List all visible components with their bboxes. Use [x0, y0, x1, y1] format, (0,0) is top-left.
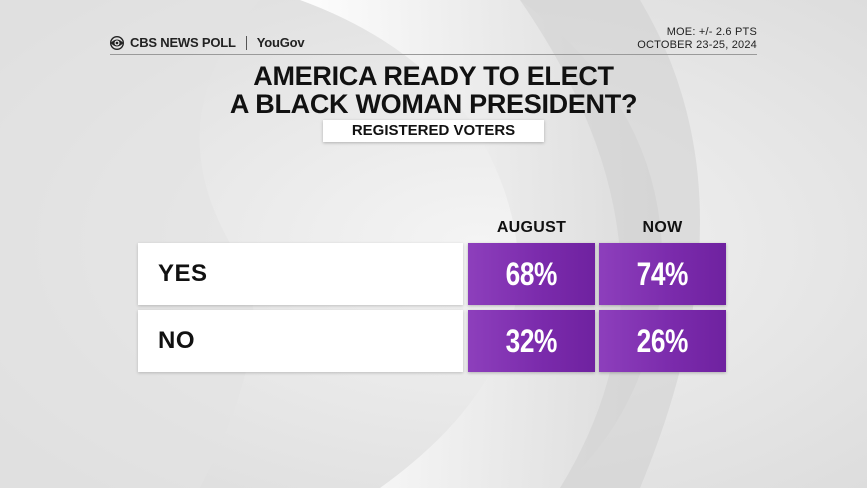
column-header-august: AUGUST	[496, 219, 567, 236]
value-yes-now: 74%	[636, 255, 689, 292]
cell-yes-now: 74%	[599, 243, 726, 305]
brand-name: CBS NEWS POLL	[130, 35, 236, 50]
value-no-now: 26%	[636, 322, 689, 359]
poll-info: MOE: +/- 2.6 PTS OCTOBER 23-25, 2024	[637, 26, 757, 52]
cell-no-august: 32%	[468, 310, 595, 372]
row-no: NO	[138, 310, 463, 372]
cbs-eye-icon	[110, 35, 124, 50]
header-rule	[110, 54, 757, 55]
title-line-2: A BLACK WOMAN PRESIDENT?	[229, 89, 638, 119]
value-no-august: 32%	[505, 322, 558, 359]
title-line-1: AMERICA READY TO ELECT	[253, 61, 614, 91]
column-header-now: NOW	[642, 219, 683, 236]
margin-of-error: MOE: +/- 2.6 PTS	[666, 26, 757, 38]
chart-subtitle: REGISTERED VOTERS	[323, 120, 544, 142]
divider	[245, 35, 247, 50]
partner-logo: YouGov	[256, 35, 305, 50]
value-yes-august: 68%	[505, 255, 558, 292]
cell-no-now: 26%	[599, 310, 726, 372]
poll-brand: CBS NEWS POLL YouGov	[110, 35, 305, 50]
row-label-no: NO	[158, 327, 195, 354]
poll-dates: OCTOBER 23-25, 2024	[637, 39, 757, 51]
row-label-yes: YES	[158, 260, 208, 287]
cell-yes-august: 68%	[468, 243, 595, 305]
chart-title: AMERICA READY TO ELECT A BLACK WOMAN PRE…	[0, 62, 867, 118]
row-yes: YES	[138, 243, 463, 305]
